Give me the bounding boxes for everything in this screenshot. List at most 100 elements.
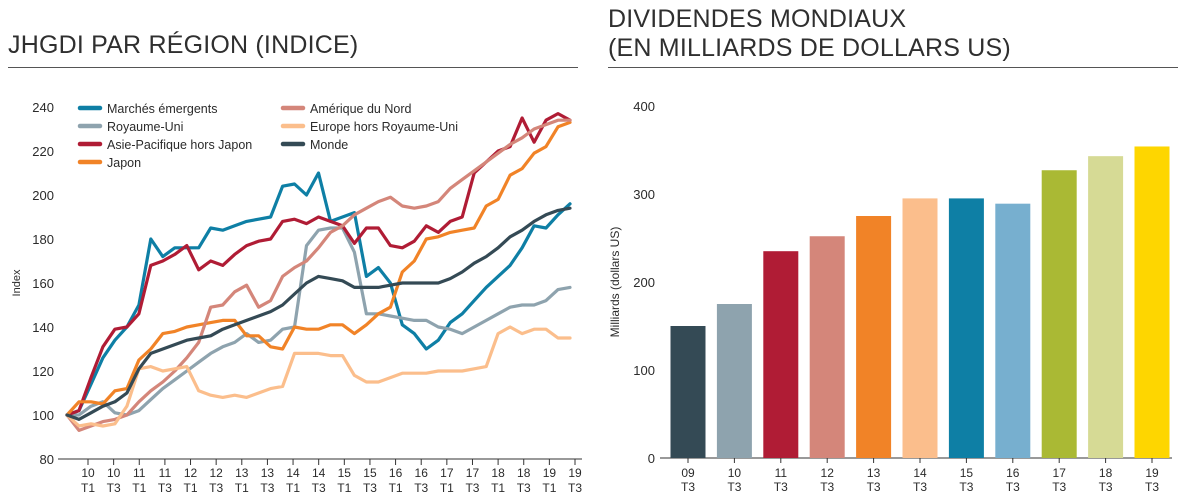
bar [1088,156,1124,458]
y-tick-label: 80 [40,452,54,467]
x-tick-label: 15 [338,466,352,480]
x-tick-label: 16 [415,466,429,480]
x-tick-label: 15 [363,466,377,480]
x-tick-label: 11 [775,466,788,480]
x-tick-label: 17 [1053,466,1067,480]
bar [670,326,706,458]
legend-label: Japon [107,156,141,170]
x-tick-label: T1 [235,481,249,495]
bar-chart-title: DIVIDENDES MONDIAUX (EN MILLIARDS DE DOL… [608,5,1011,63]
x-tick-label: 17 [440,466,454,480]
x-tick-label: T3 [260,481,274,495]
y-tick-label: 200 [32,188,54,203]
x-tick-label: T1 [491,481,505,495]
x-tick-label: T1 [337,481,351,495]
y-tick-label: 220 [32,144,54,159]
y-tick-label: 140 [32,320,54,335]
x-tick-label: 14 [286,466,300,480]
y-tick-label: 200 [633,275,655,290]
x-tick-label: 12 [209,466,223,480]
x-tick-label: T1 [542,481,556,495]
bar [948,198,984,458]
bar [1041,170,1077,459]
bar [763,251,799,458]
y-tick-label: 160 [32,276,54,291]
x-tick-label: 16 [389,466,403,480]
x-tick-label: 19 [543,466,557,480]
x-tick-label: T3 [312,481,326,495]
bar [716,304,752,458]
series-line [65,171,572,417]
x-tick-label: T1 [286,481,300,495]
x-tick-label: 12 [184,466,198,480]
bar [1134,146,1170,459]
bar [809,236,845,458]
legend-label: Europe hors Royaume-Uni [310,120,458,134]
y-tick-label: 100 [633,363,655,378]
line-chart: 80100120140160180200220240Index10T110T31… [11,100,582,495]
bar [902,198,938,458]
x-tick-label: 15 [960,466,974,480]
x-tick-label: T3 [568,481,582,495]
y-tick-label: 100 [32,408,54,423]
x-tick-label: 13 [235,466,249,480]
x-tick-label: 10 [81,466,95,480]
y-axis-label: Index [11,269,23,296]
y-tick-label: 240 [32,100,54,115]
x-tick-label: 09 [681,466,695,480]
x-tick-label: 10 [728,466,742,480]
x-tick-label: T1 [389,481,403,495]
line-chart-panel: JHGDI PAR RÉGION (INDICE) 80 100 120 140 160… [0,0,590,502]
legend-label: Monde [310,138,348,152]
x-tick-label: T3 [414,481,428,495]
y-tick-label: 400 [633,99,655,114]
x-tick-label: 13 [867,466,881,480]
y-tick-label: 300 [633,187,655,202]
x-tick-label: T3 [820,480,834,494]
bar-chart-panel: DIVIDENDES MONDIAUX (EN MILLIARDS DE DOL… [600,0,1181,502]
line-chart-title: JHGDI PAR RÉGION (INDICE) [8,31,359,59]
y-tick-label: 180 [32,232,54,247]
x-tick-label: 16 [1006,466,1020,480]
x-tick-label: T1 [132,481,146,495]
x-tick-label: T3 [913,480,927,494]
x-tick-label: 11 [133,466,146,480]
title-divider [608,67,1178,68]
x-tick-label: T3 [1099,480,1113,494]
x-tick-label: 12 [821,466,835,480]
x-tick-label: 14 [913,466,927,480]
x-tick-label: T3 [517,481,531,495]
x-tick-label: 18 [491,466,505,480]
x-tick-label: T3 [107,481,121,495]
x-tick-label: T3 [774,480,788,494]
legend-label: Royaume-Uni [107,120,183,134]
x-tick-label: 18 [1099,466,1113,480]
x-tick-label: 14 [312,466,326,480]
x-tick-label: T3 [1006,480,1020,494]
x-tick-label: T3 [465,481,479,495]
x-tick-label: T1 [440,481,454,495]
legend-label: Marchés émergents [107,102,217,116]
legend-label: Amérique du Nord [310,102,411,116]
y-axis-label: Milliards (dollars US) [608,227,622,338]
x-tick-label: T3 [959,480,973,494]
x-tick-label: T1 [81,481,95,495]
x-tick-label: 19 [568,466,582,480]
x-tick-label: 19 [1145,466,1159,480]
y-tick-label: 0 [648,451,655,466]
bar-chart-title-line1: DIVIDENDES MONDIAUX [608,5,907,33]
series-line [65,226,572,417]
y-tick-label: 120 [32,364,54,379]
x-tick-label: 13 [261,466,275,480]
x-tick-label: T3 [727,480,741,494]
x-tick-label: T3 [1145,480,1159,494]
x-tick-label: T3 [867,480,881,494]
x-tick-label: T3 [158,481,172,495]
series-line [65,206,572,421]
series-line [65,118,572,432]
x-tick-label: 10 [107,466,121,480]
bar [856,216,892,458]
bar-chart-title-line2: (EN MILLIARDS DE DOLLARS US) [608,34,1011,62]
x-tick-label: 17 [466,466,480,480]
